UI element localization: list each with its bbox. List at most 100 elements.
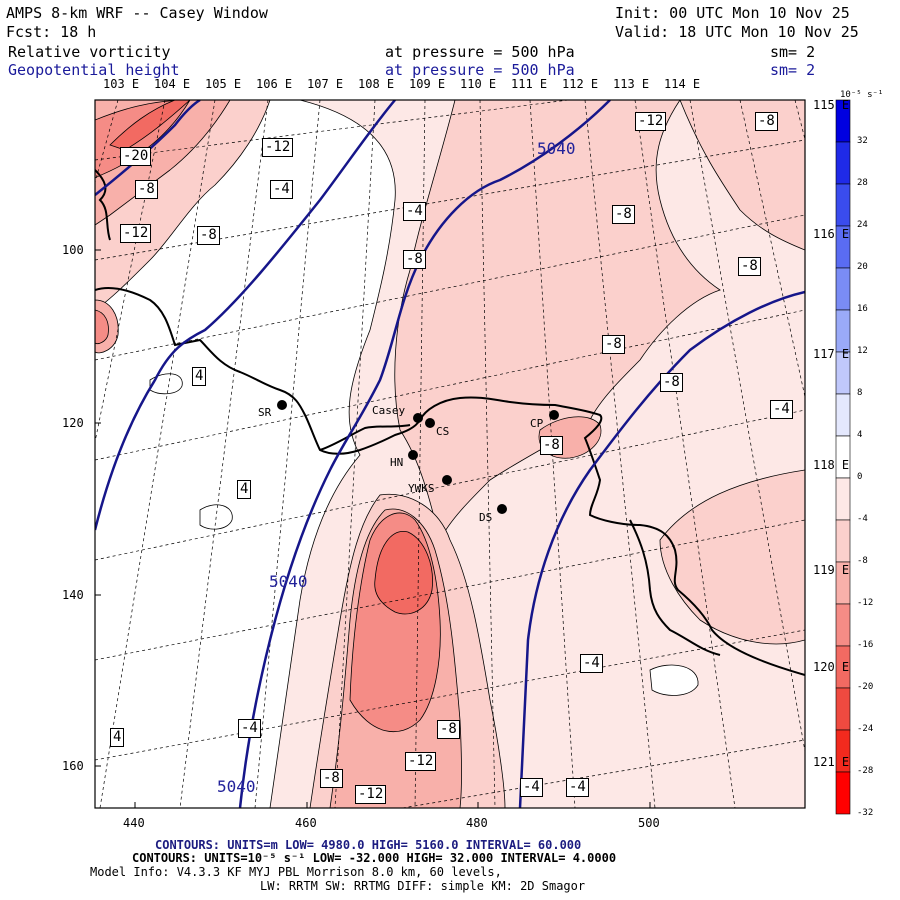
colorbar-label: -4 bbox=[857, 514, 868, 524]
station-label: YWKS bbox=[408, 482, 435, 495]
colorbar-label: 20 bbox=[857, 262, 868, 272]
field1-smoothing: sm= 2 bbox=[770, 43, 816, 61]
colorbar-swatch bbox=[835, 267, 851, 311]
colorbar-label: -20 bbox=[857, 682, 874, 692]
height-contour-5040 bbox=[238, 100, 611, 808]
station-label: CS bbox=[436, 425, 450, 438]
field1-name: Relative vorticity bbox=[8, 43, 171, 61]
vorticity-contour-label: -12 bbox=[120, 224, 152, 243]
vorticity-contour-label: -8 bbox=[755, 112, 778, 131]
x-tick-label: 460 bbox=[295, 816, 317, 830]
vorticity-contour-label: -4 bbox=[270, 180, 293, 199]
vorticity-contour-label: -8 bbox=[660, 373, 683, 392]
right-lat-label: 120 E bbox=[813, 660, 850, 674]
colorbar-swatch bbox=[835, 309, 851, 353]
vorticity-contour-label: 4 bbox=[110, 728, 125, 747]
colorbar-swatch bbox=[835, 477, 851, 521]
right-lat-label: 115 E bbox=[813, 98, 850, 112]
station-label: Casey bbox=[372, 404, 406, 417]
vorticity-contour-label: -8 bbox=[403, 250, 426, 269]
vorticity-contour-label: -8 bbox=[320, 769, 343, 788]
top-lon-label: 108 E bbox=[358, 77, 395, 91]
colorbar-label: 24 bbox=[857, 220, 868, 230]
station-label: SR bbox=[258, 406, 272, 419]
top-lon-label: 107 E bbox=[307, 77, 344, 91]
colorbar-label: 28 bbox=[857, 178, 868, 188]
y-tick-label: 160 bbox=[62, 759, 84, 773]
vorticity-region bbox=[149, 373, 183, 395]
top-lon-label: 112 E bbox=[562, 77, 599, 91]
top-lon-label: 111 E bbox=[511, 77, 548, 91]
top-lon-label: 106 E bbox=[256, 77, 293, 91]
top-lon-label: 110 E bbox=[460, 77, 497, 91]
plot-frame bbox=[94, 99, 806, 809]
vorticity-contour-label: 4 bbox=[237, 480, 252, 499]
coastline-segment bbox=[95, 169, 111, 241]
height-contour-5040 bbox=[95, 100, 396, 531]
vorticity-region bbox=[95, 309, 109, 344]
colorbar-unit: 10⁻⁵ s⁻¹ bbox=[840, 90, 884, 100]
coastline-segment bbox=[319, 424, 411, 451]
footer-height-contours: CONTOURS: UNITS=m LOW= 4980.0 HIGH= 5160… bbox=[155, 838, 582, 852]
station-markers bbox=[277, 400, 559, 514]
model-title: AMPS 8-km WRF -- Casey Window bbox=[6, 4, 268, 22]
top-lon-label: 113 E bbox=[613, 77, 650, 91]
field1-level: at pressure = 500 hPa bbox=[385, 43, 575, 61]
colorbar-swatch bbox=[835, 519, 851, 563]
height-contour-label: 5040 bbox=[217, 777, 256, 796]
station-marker-hn[interactable] bbox=[408, 450, 418, 460]
colorbar-label: -24 bbox=[857, 724, 874, 734]
colorbar-label: 0 bbox=[857, 472, 863, 482]
vorticity-contour-label: -12 bbox=[635, 112, 667, 131]
field2-level: at pressure = 500 hPa bbox=[385, 61, 575, 79]
field2-smoothing: sm= 2 bbox=[770, 61, 816, 79]
colorbar-label: -32 bbox=[857, 808, 874, 818]
vorticity-contour-label: -8 bbox=[135, 180, 158, 199]
station-marker-casey[interactable] bbox=[413, 413, 423, 423]
footer-vorticity-contours: CONTOURS: UNITS=10⁻⁵ s⁻¹ LOW= -32.000 HI… bbox=[132, 851, 617, 865]
colorbar-label: 16 bbox=[857, 304, 868, 314]
colorbar-label: -16 bbox=[857, 640, 874, 650]
station-marker-ywks[interactable] bbox=[442, 475, 452, 485]
vorticity-contour-label: -8 bbox=[602, 335, 625, 354]
station-marker-cp[interactable] bbox=[549, 410, 559, 420]
coastline-segment bbox=[629, 519, 721, 656]
vorticity-contour-label: -4 bbox=[403, 202, 426, 221]
right-lat-label: 116 E bbox=[813, 227, 850, 241]
vorticity-region bbox=[679, 100, 805, 251]
colorbar-label: 4 bbox=[857, 430, 863, 440]
height-contour-label: 5040 bbox=[537, 139, 576, 158]
colorbar bbox=[835, 99, 851, 815]
x-tick-label: 480 bbox=[466, 816, 488, 830]
station-marker-sr[interactable] bbox=[277, 400, 287, 410]
right-lat-label: 121 E bbox=[813, 755, 850, 769]
colorbar-label: 8 bbox=[857, 388, 863, 398]
vorticity-contour-label: -4 bbox=[238, 719, 261, 738]
vorticity-contour-label: -12 bbox=[262, 138, 294, 157]
vorticity-contour-label: -12 bbox=[355, 785, 387, 804]
x-tick-label: 500 bbox=[638, 816, 660, 830]
vorticity-contour-label: -4 bbox=[770, 400, 793, 419]
right-lat-label: 117 E bbox=[813, 347, 850, 361]
vorticity-contour-label: -4 bbox=[580, 654, 603, 673]
height-contour-label: 5040 bbox=[269, 572, 308, 591]
axis-ticks bbox=[95, 249, 651, 808]
right-lat-label: 118 E bbox=[813, 458, 850, 472]
top-lon-label: 105 E bbox=[205, 77, 242, 91]
vorticity-contour-label: -4 bbox=[566, 778, 589, 797]
colorbar-swatch bbox=[835, 687, 851, 731]
colorbar-label: -8 bbox=[857, 556, 868, 566]
top-lon-label: 114 E bbox=[664, 77, 701, 91]
y-tick-label: 120 bbox=[62, 416, 84, 430]
colorbar-swatch bbox=[835, 603, 851, 647]
coastline-segment bbox=[95, 287, 805, 676]
station-label: CP bbox=[530, 417, 544, 430]
right-lat-label: 119 E bbox=[813, 563, 850, 577]
colorbar-swatch bbox=[835, 771, 851, 815]
station-marker-cs[interactable] bbox=[425, 418, 435, 428]
x-tick-label: 440 bbox=[123, 816, 145, 830]
colorbar-label: -12 bbox=[857, 598, 874, 608]
height-contour-5040 bbox=[95, 100, 201, 196]
station-marker-ds[interactable] bbox=[497, 504, 507, 514]
